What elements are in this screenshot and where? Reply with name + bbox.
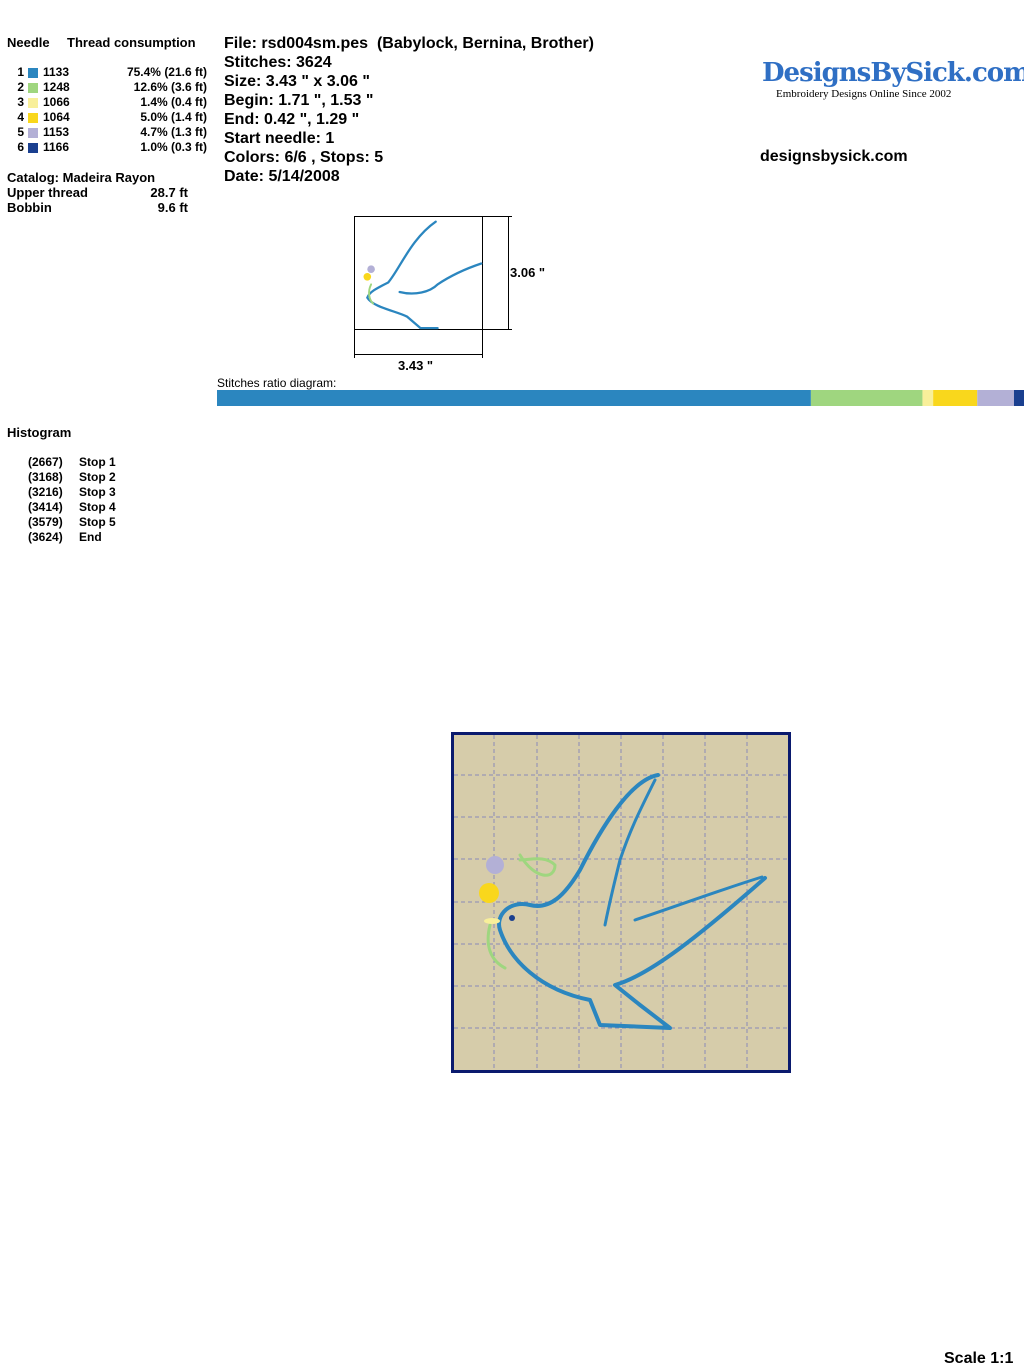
needle-color: [28, 113, 38, 123]
needle-number: 1: [17, 65, 24, 79]
needle-number: 5: [17, 125, 24, 139]
needle-number: 4: [17, 110, 24, 124]
thread-code: 1248: [43, 80, 70, 94]
ratio-segment: [1013, 390, 1024, 406]
histogram-label: Stop 3: [79, 485, 116, 499]
info-line: End: 0.42 ", 1.29 ": [224, 111, 360, 128]
histogram-label: Stop 4: [79, 500, 116, 514]
info-line: Start needle: 1: [224, 130, 335, 147]
histogram-count: (3624): [28, 530, 63, 544]
website: designsbysick.com: [760, 148, 908, 165]
scale: Scale 1:1: [944, 1350, 1014, 1367]
thread-consumption: 1.4% (0.4 ft): [140, 95, 207, 109]
needle-number: 3: [17, 95, 24, 109]
ratio-title: Stitches ratio diagram:: [217, 376, 337, 390]
design-dove: [479, 773, 767, 1030]
info-line: Stitches: 3624: [224, 54, 332, 71]
thread-code: 1133: [43, 65, 70, 79]
header-needle: Needle: [7, 35, 50, 50]
info-line: File: rsd004sm.pes (Babylock, Bernina, B…: [224, 35, 594, 52]
preview-dove: [363, 220, 483, 330]
ratio-segment: [922, 390, 934, 406]
needle-number: 6: [17, 140, 24, 154]
logo-tagline: Embroidery Designs Online Since 2002: [776, 88, 952, 100]
histogram-label: Stop 1: [79, 455, 116, 469]
thread-code: 1066: [43, 95, 70, 109]
histogram-title: Histogram: [7, 425, 72, 440]
needle-color: [28, 98, 38, 108]
thread-consumption: 4.7% (1.3 ft): [140, 125, 207, 139]
height-label: 3.06 ": [510, 265, 546, 280]
histogram-label: End: [79, 530, 102, 544]
total-label: Bobbin: [7, 200, 52, 215]
thread-consumption: 5.0% (1.4 ft): [140, 110, 207, 124]
thread-consumption: 75.4% (21.6 ft): [126, 65, 207, 79]
thread-code: 1166: [43, 140, 70, 154]
total-value: 28.7 ft: [150, 185, 188, 200]
needle-color: [28, 68, 38, 78]
total-label: Upper thread: [7, 185, 88, 200]
needle-number: 2: [17, 80, 24, 94]
ratio-segment: [217, 390, 811, 406]
info-line: Size: 3.43 " x 3.06 ": [224, 73, 370, 90]
logo-title: DesignsBySick.com: [762, 58, 1024, 88]
histogram-count: (3168): [28, 470, 63, 484]
info-line: Colors: 6/6 , Stops: 5: [224, 149, 384, 166]
preview-frame: [354, 216, 512, 358]
histogram-count: (3216): [28, 485, 63, 499]
info-line: Begin: 1.71 ", 1.53 ": [224, 92, 374, 109]
ratio-segment: [933, 390, 978, 406]
width-label: 3.43 ": [398, 358, 434, 373]
thread-consumption: 12.6% (3.6 ft): [133, 80, 207, 94]
thread-code: 1064: [43, 110, 70, 124]
needle-color: [28, 83, 38, 93]
catalog: Catalog: Madeira Rayon: [7, 170, 156, 185]
histogram-count: (3579): [28, 515, 63, 529]
total-value: 9.6 ft: [157, 200, 188, 215]
needle-color: [28, 143, 38, 153]
info-line: Date: 5/14/2008: [224, 168, 340, 185]
needle-color: [28, 128, 38, 138]
histogram-label: Stop 2: [79, 470, 116, 484]
histogram-label: Stop 5: [79, 515, 116, 529]
thread-consumption: 1.0% (0.3 ft): [140, 140, 207, 154]
histogram-count: (2667): [28, 455, 63, 469]
thread-code: 1153: [43, 125, 70, 139]
histogram-count: (3414): [28, 500, 63, 514]
header-thread: Thread consumption: [67, 35, 196, 50]
ratio-segment: [810, 390, 923, 406]
ratio-segment: [977, 390, 1014, 406]
